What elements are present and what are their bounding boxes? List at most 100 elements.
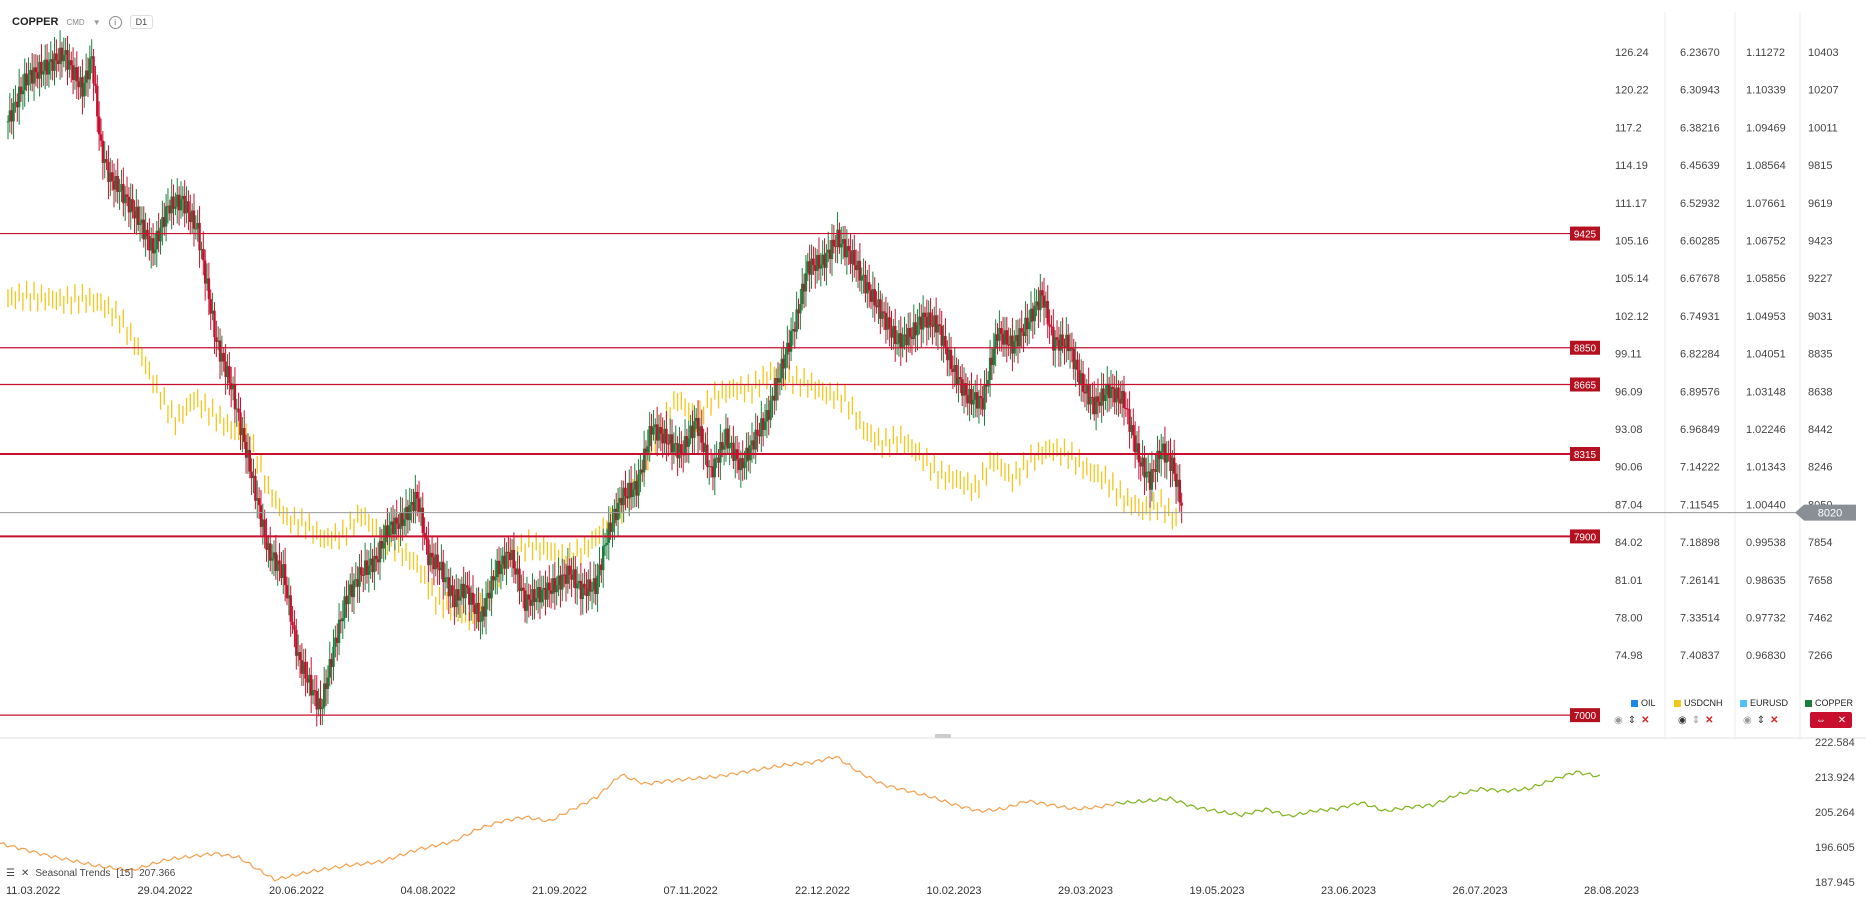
- copper-candle: [594, 578, 597, 594]
- axis-tick-copper: 9815: [1808, 160, 1832, 172]
- copper-candle: [103, 159, 106, 163]
- timeframe-select[interactable]: D1: [129, 15, 154, 29]
- copper-candle: [944, 335, 947, 348]
- axis-tick-oil: 105.14: [1615, 273, 1649, 285]
- axis-tick-eurusd: 1.11272: [1746, 47, 1785, 59]
- copper-candle: [211, 310, 214, 314]
- copper-candle: [150, 238, 153, 251]
- copper-candle: [138, 223, 142, 225]
- level-tag-7900: [1570, 529, 1600, 544]
- copper-candle: [858, 260, 862, 281]
- copper-candle: [566, 565, 570, 584]
- close-icon[interactable]: ✕: [20, 868, 30, 879]
- legend-oil-label: OIL: [1641, 698, 1656, 708]
- copper-candle: [57, 60, 60, 64]
- indicator-label[interactable]: ☰ ✕ Seasonal Trends [15] 207.366: [6, 868, 175, 879]
- legend-usdcnh[interactable]: USDCNH: [1674, 698, 1723, 708]
- copper-candle: [514, 568, 517, 575]
- copper-candle: [27, 75, 30, 86]
- copper-candle: [650, 425, 653, 435]
- copper-candle: [834, 246, 837, 248]
- copper-candle: [367, 565, 371, 575]
- copper-candle: [276, 560, 279, 571]
- close-icon[interactable]: ✕: [1770, 715, 1779, 726]
- axis-tick-usdcnh: 7.26141: [1680, 575, 1720, 587]
- copper-candle: [1139, 462, 1142, 467]
- copper-candle: [875, 305, 878, 308]
- copper-candle: [365, 560, 369, 575]
- axis-tick-eurusd: 1.09469: [1746, 122, 1786, 134]
- copper-candle: [708, 466, 711, 468]
- sort-icon[interactable]: ⇕: [1756, 715, 1766, 726]
- copper-candle: [670, 434, 674, 453]
- chevron-down-icon[interactable]: ▼: [92, 17, 101, 27]
- copper-candle: [389, 521, 393, 526]
- copper-candle: [1011, 335, 1014, 354]
- copper-candle: [821, 254, 824, 265]
- copper-candle: [283, 564, 287, 586]
- indicator-y-tick: 205.264: [1815, 807, 1855, 819]
- copper-candle: [732, 442, 735, 461]
- axis-tick-eurusd: 0.97732: [1746, 613, 1786, 625]
- copper-candle: [6, 121, 10, 123]
- eye-icon[interactable]: ◉: [1614, 715, 1623, 726]
- settings-icon[interactable]: ⇔: [1815, 714, 1826, 726]
- copper-candle: [304, 661, 307, 679]
- copper-candle: [678, 444, 681, 459]
- copper-candle: [166, 205, 170, 207]
- axis-tick-eurusd: 1.07661: [1746, 198, 1786, 210]
- axis-tick-oil: 96.09: [1615, 386, 1643, 398]
- copper-candle: [713, 458, 716, 478]
- copper-candle: [721, 442, 724, 450]
- legend-oil[interactable]: OIL: [1631, 698, 1656, 708]
- copper-candle: [192, 210, 196, 229]
- level-tag-8315: [1570, 446, 1600, 461]
- copper-candle: [1020, 328, 1023, 333]
- copper-candle: [142, 219, 145, 240]
- copper-candle: [1042, 295, 1046, 308]
- copper-candle: [16, 101, 19, 108]
- copper-candle: [689, 425, 692, 439]
- copper-candle: [453, 595, 456, 608]
- copper-candle: [629, 482, 633, 497]
- copper-candle: [841, 239, 845, 244]
- copper-candle: [475, 602, 478, 615]
- copper-candle: [603, 544, 607, 547]
- copper-candle: [921, 312, 925, 330]
- axis-tick-eurusd: 1.05856: [1746, 273, 1786, 285]
- seasonal-line-projection: [1116, 770, 1601, 818]
- close-icon[interactable]: ✕: [1837, 714, 1847, 726]
- copper-candle: [336, 637, 339, 644]
- copper-candle: [1037, 301, 1040, 311]
- copper-candle: [596, 575, 599, 594]
- close-icon[interactable]: ✕: [1641, 715, 1650, 726]
- copper-candle: [985, 384, 988, 387]
- info-icon[interactable]: i: [108, 15, 122, 29]
- indicator-name: Seasonal Trends: [35, 868, 111, 879]
- copper-candle: [657, 427, 661, 441]
- close-icon[interactable]: ✕: [1705, 715, 1714, 726]
- copper-candle: [1070, 348, 1074, 350]
- level-label-8850: 8850: [1574, 344, 1597, 355]
- menu-icon[interactable]: ☰: [6, 868, 15, 879]
- eye-icon[interactable]: ◉: [1743, 715, 1752, 726]
- copper-candle: [598, 564, 601, 576]
- legend-copper[interactable]: COPPER: [1805, 698, 1853, 708]
- copper-candle: [1014, 335, 1018, 341]
- axis-tick-oil: 87.04: [1615, 499, 1643, 511]
- sort-icon[interactable]: ⇕: [1627, 715, 1637, 726]
- eye-icon[interactable]: ◉: [1678, 715, 1687, 726]
- copper-candle: [644, 448, 648, 453]
- copper-candle: [343, 596, 346, 619]
- copper-controls[interactable]: ⇔ ✕: [1810, 712, 1852, 728]
- copper-candle: [654, 424, 657, 428]
- copper-candle: [81, 77, 84, 97]
- copper-candle: [83, 82, 86, 97]
- copper-candle: [328, 659, 331, 678]
- legend-eurusd[interactable]: EURUSD: [1740, 698, 1788, 708]
- sort-icon[interactable]: ⇕: [1691, 715, 1701, 726]
- copper-candle: [730, 442, 733, 444]
- copper-candle: [1087, 385, 1090, 405]
- copper-candle: [1081, 373, 1085, 392]
